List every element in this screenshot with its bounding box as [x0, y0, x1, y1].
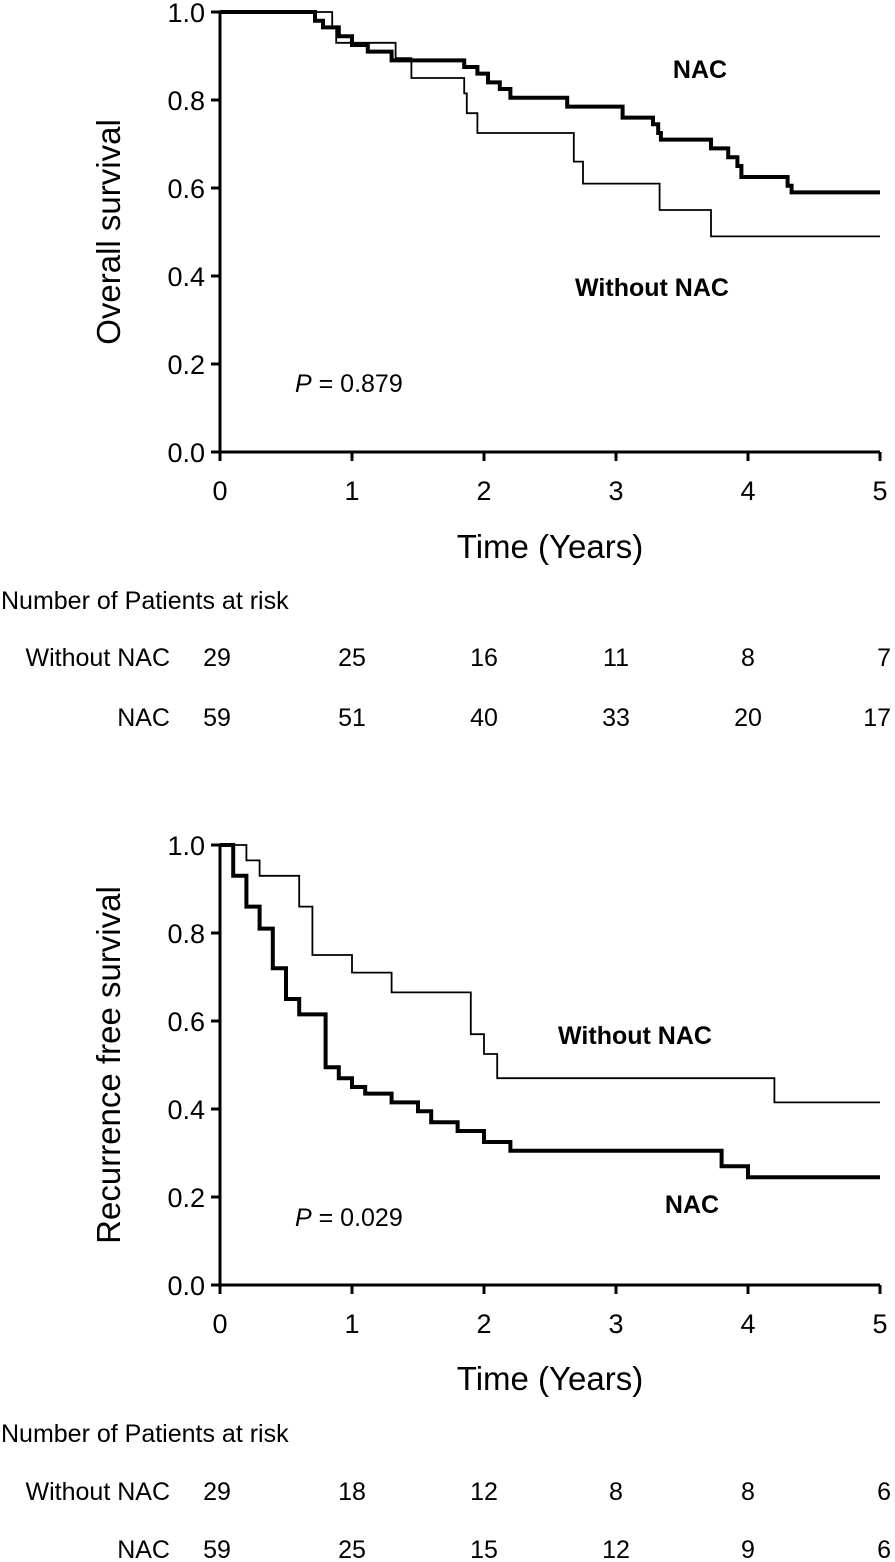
rfs-p-value-symbol: P [295, 1204, 312, 1232]
os-curve-without-nac [220, 11, 880, 238]
rfs-risk-value-nac: 15 [470, 1536, 498, 1562]
rfs-y-tick-label: 0.8 [167, 919, 205, 949]
rfs-risk-value-nac: 25 [338, 1536, 366, 1562]
rfs-risk-value-without-nac: 29 [203, 1478, 231, 1506]
os-p-value: P = 0.879 [295, 370, 403, 398]
os-risk-value-without-nac: 11 [603, 644, 629, 672]
os-risk-row-label-nac: NAC [117, 704, 170, 732]
rfs-x-tick-label: 5 [872, 1309, 887, 1339]
os-x-tick-label: 5 [872, 476, 887, 506]
rfs-risk-value-nac: 6 [877, 1536, 891, 1562]
rfs-curve-without-nac [220, 844, 880, 1104]
os-y-tick-label: 0.8 [167, 86, 205, 116]
rfs-y-tick-label: 0.0 [167, 1271, 205, 1301]
os-p-value-symbol: P [295, 370, 312, 398]
rfs-x-tick-label: 2 [476, 1309, 491, 1339]
rfs-p-value: P = 0.029 [295, 1204, 403, 1232]
os-risk-table-title: Number of Patients at risk [1, 587, 289, 615]
rfs-risk-value-without-nac: 8 [609, 1478, 623, 1506]
rfs-y-tick-label: 0.2 [167, 1183, 205, 1213]
os-risk-value-nac: 51 [338, 704, 366, 732]
os-risk-value-without-nac: 25 [338, 644, 366, 672]
rfs-risk-value-nac: 9 [741, 1536, 755, 1562]
os-y-tick-label: 1.0 [167, 0, 205, 28]
os-risk-value-nac: 59 [203, 704, 231, 732]
os-risk-value-without-nac: 29 [203, 644, 231, 672]
rfs-x-tick-label: 1 [344, 1309, 359, 1339]
os-risk-value-without-nac: 16 [470, 644, 498, 672]
rfs-x-tick-label: 4 [740, 1309, 755, 1339]
os-curve-label-nac: NAC [673, 56, 727, 84]
os-risk-value-without-nac: 8 [741, 644, 755, 672]
os-x-axis-title: Time (Years) [457, 528, 643, 565]
os-curve-nac [220, 10, 880, 195]
os-x-tick-label: 1 [344, 476, 359, 506]
os-risk-value-nac: 20 [734, 704, 762, 732]
rfs-curve-nac [220, 843, 880, 1180]
rfs-y-axis-title: Recurrence free survival [90, 886, 127, 1244]
rfs-p-value-text: = 0.029 [312, 1204, 403, 1232]
os-y-axis-title: Overall survival [90, 119, 127, 345]
rfs-x-tick-label: 3 [608, 1309, 623, 1339]
rfs-risk-table-title: Number of Patients at risk [1, 1420, 289, 1448]
rfs-curve-label-without-nac: Without NAC [558, 1022, 712, 1050]
rfs-risk-value-without-nac: 18 [338, 1478, 366, 1506]
os-x-tick-label: 4 [740, 476, 755, 506]
os-risk-value-nac: 17 [863, 704, 891, 732]
os-y-tick-label: 0.4 [167, 262, 205, 292]
os-curve-label-without-nac: Without NAC [575, 274, 729, 302]
os-risk-value-nac: 40 [470, 704, 498, 732]
os-risk-value-nac: 33 [602, 704, 630, 732]
os-x-tick-label: 2 [476, 476, 491, 506]
rfs-risk-row-label-nac: NAC [117, 1536, 170, 1562]
rfs-y-tick-label: 0.6 [167, 1007, 205, 1037]
os-x-tick-label: 3 [608, 476, 623, 506]
os-x-tick-label: 0 [212, 476, 227, 506]
rfs-curve-label-nac: NAC [665, 1191, 719, 1219]
rfs-y-tick-label: 0.4 [167, 1095, 205, 1125]
rfs-risk-row-label-without-nac: Without NAC [26, 1478, 170, 1506]
os-y-tick-label: 0.2 [167, 350, 205, 380]
rfs-y-tick-label: 1.0 [167, 831, 205, 861]
rfs-x-axis-title: Time (Years) [457, 1360, 643, 1397]
os-y-tick-label: 0.6 [167, 174, 205, 204]
rfs-x-tick-label: 0 [212, 1309, 227, 1339]
rfs-risk-value-nac: 59 [203, 1536, 231, 1562]
os-y-tick-label: 0.0 [167, 438, 205, 468]
os-p-value-text: = 0.879 [312, 370, 403, 398]
overall-survival-panel: 0.0 0.2 0.4 0.6 0.8 1.0 0 1 2 3 4 5 Time (Years) Over… [1, 0, 891, 732]
os-risk-value-without-nac: 7 [877, 644, 891, 672]
rfs-risk-value-without-nac: 8 [741, 1478, 755, 1506]
os-risk-row-label-without-nac: Without NAC [26, 644, 170, 672]
rfs-risk-value-without-nac: 6 [877, 1478, 891, 1506]
rfs-risk-value-nac: 12 [602, 1536, 630, 1562]
rfs-risk-value-without-nac: 12 [470, 1478, 498, 1506]
